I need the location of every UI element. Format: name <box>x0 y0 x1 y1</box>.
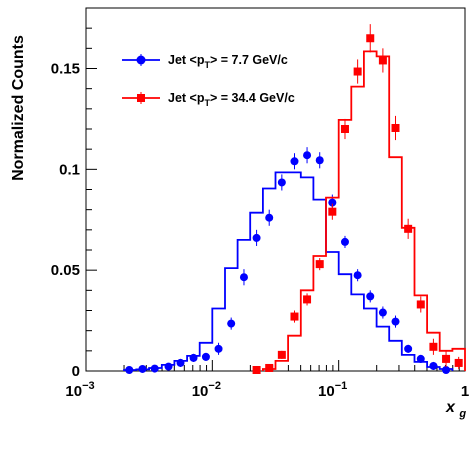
data-point <box>442 365 451 374</box>
data-point <box>416 300 425 309</box>
data-point <box>404 224 413 233</box>
data-point <box>454 358 463 367</box>
data-point <box>328 198 337 207</box>
x-axis-label: x g <box>445 399 466 420</box>
series-layer <box>123 24 466 374</box>
legend: Jet <pT> = 7.7 GeV/c Jet <pT> = 34.4 GeV/… <box>122 53 295 108</box>
data-point <box>176 358 185 367</box>
x-tick-label-exponent: −3 <box>82 380 95 392</box>
data-point <box>277 350 286 359</box>
data-point <box>429 342 438 351</box>
data-point <box>138 364 147 373</box>
data-point <box>416 354 425 363</box>
y-axis: 0 0.05 0.1 0.15 <box>51 7 97 380</box>
x-axis-label-sub: g <box>458 408 466 420</box>
data-point <box>404 344 413 353</box>
data-point <box>277 178 286 187</box>
data-point <box>125 365 134 374</box>
data-point <box>189 353 198 362</box>
x-tick-label: 1 <box>461 383 469 400</box>
y-tick-label: 0 <box>72 363 80 380</box>
data-point <box>252 365 261 374</box>
x-tick-label: 10−2 <box>192 380 221 400</box>
x-tick-label-base: 10 <box>65 383 82 400</box>
data-point <box>201 352 210 361</box>
data-point <box>442 354 451 363</box>
data-point <box>429 361 438 370</box>
series-1-histogram <box>123 171 454 371</box>
data-point <box>378 56 387 65</box>
data-point <box>353 67 362 76</box>
data-point <box>290 157 299 166</box>
data-point <box>164 362 173 371</box>
data-point <box>227 319 236 328</box>
data-point <box>315 156 324 165</box>
x-tick-label-exponent: −1 <box>335 380 348 392</box>
y-tick-label: 0.1 <box>59 161 80 178</box>
data-point <box>378 308 387 317</box>
data-point <box>265 213 274 222</box>
data-point <box>315 260 324 269</box>
data-point <box>328 207 337 216</box>
data-point <box>214 344 223 353</box>
x-tick-label: 10−3 <box>65 380 94 400</box>
legend-item-1: Jet <pT> = 7.7 GeV/c <box>122 53 288 70</box>
data-point <box>303 151 312 160</box>
x-tick-label: 10−1 <box>318 380 347 400</box>
legend-label: Jet <pT> = 34.4 GeV/c <box>168 91 295 108</box>
legend-marker <box>137 94 145 102</box>
legend-label: Jet <pT> = 7.7 GeV/c <box>168 53 288 70</box>
data-point <box>252 233 261 242</box>
y-tick-label: 0.05 <box>51 262 80 279</box>
y-tick-label: 0.15 <box>51 61 80 78</box>
data-point <box>290 312 299 321</box>
legend-item-2: Jet <pT> = 34.4 GeV/c <box>122 91 295 108</box>
y-axis-label: Normalized Counts <box>10 35 27 181</box>
x-tick-label-base: 10 <box>192 383 209 400</box>
data-point <box>303 295 312 304</box>
data-point <box>340 125 349 133</box>
series-2-histogram <box>262 50 466 371</box>
data-point <box>239 273 248 282</box>
data-point <box>265 363 274 372</box>
series-2 <box>252 24 466 374</box>
x-tick-label-base: 1 <box>461 383 469 400</box>
data-point <box>391 317 400 326</box>
data-point <box>150 364 159 373</box>
x-tick-label-exponent: −2 <box>208 380 221 392</box>
x-tick-label-base: 10 <box>318 383 335 400</box>
data-point <box>391 123 400 132</box>
data-point <box>353 271 362 280</box>
data-point <box>366 292 375 301</box>
data-point <box>340 237 349 246</box>
data-point <box>366 34 375 43</box>
legend-marker <box>136 55 146 65</box>
x-axis-label-main: x <box>445 399 456 416</box>
